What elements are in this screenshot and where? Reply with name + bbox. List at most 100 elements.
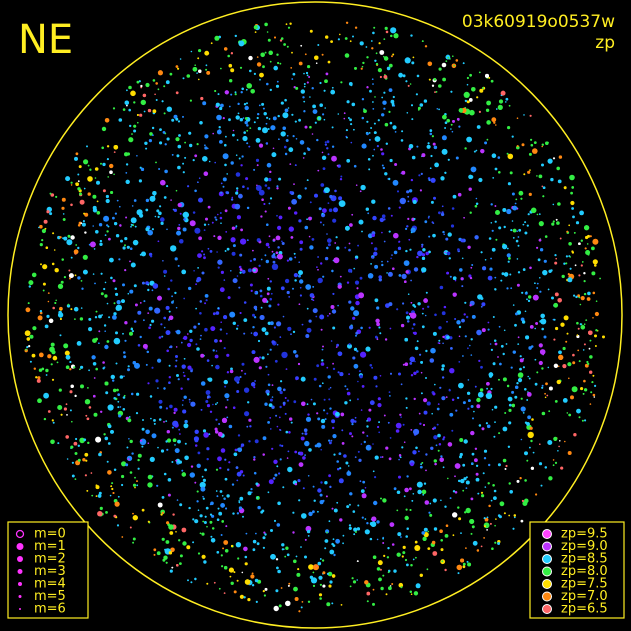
star [369, 400, 375, 406]
star [281, 240, 283, 243]
star [223, 497, 226, 500]
star [497, 104, 503, 110]
star [382, 542, 385, 544]
star [529, 446, 531, 449]
star [54, 302, 57, 304]
star [54, 268, 59, 273]
star [196, 347, 200, 351]
star [412, 331, 415, 334]
star [406, 225, 409, 228]
star [304, 555, 307, 559]
star [329, 407, 332, 410]
star [142, 343, 148, 349]
star [65, 176, 71, 182]
star [305, 525, 312, 532]
star [38, 368, 43, 372]
star [226, 416, 229, 419]
star [163, 112, 166, 115]
star [486, 138, 489, 141]
star [63, 407, 67, 411]
star [592, 317, 594, 319]
star [365, 207, 369, 211]
star [383, 56, 389, 61]
star [251, 572, 254, 575]
star [242, 117, 245, 119]
star [288, 147, 294, 153]
star [411, 500, 414, 502]
zp-label: zp=7.5 [561, 577, 608, 592]
star [560, 322, 565, 327]
star [98, 342, 100, 345]
star [406, 475, 409, 478]
star [361, 143, 367, 149]
star [582, 349, 585, 351]
star [536, 287, 539, 289]
star [401, 273, 407, 279]
star [461, 257, 464, 260]
star [550, 269, 553, 272]
star [184, 156, 187, 159]
star [419, 573, 423, 577]
star [184, 442, 187, 445]
star [239, 375, 242, 379]
star [319, 103, 324, 107]
star [498, 99, 504, 104]
star [203, 229, 206, 232]
star [374, 59, 377, 62]
star [182, 171, 185, 174]
star [378, 42, 381, 45]
star [407, 84, 410, 87]
star [39, 311, 43, 315]
star [494, 276, 497, 279]
star [65, 354, 71, 360]
star [328, 520, 331, 523]
star [247, 401, 250, 404]
star [474, 385, 477, 388]
star [238, 286, 241, 289]
star [541, 384, 544, 387]
star [195, 307, 198, 310]
star [285, 430, 289, 434]
star [203, 432, 209, 438]
star [164, 548, 167, 551]
star [541, 163, 544, 167]
star [135, 303, 138, 307]
star [356, 560, 359, 562]
star [371, 47, 374, 50]
star [132, 537, 136, 541]
star [328, 208, 333, 212]
star [376, 306, 380, 310]
star [292, 330, 296, 334]
star [384, 26, 388, 30]
star [219, 287, 225, 293]
star [268, 304, 272, 308]
star [516, 258, 519, 260]
star [129, 526, 132, 529]
star [249, 127, 252, 129]
star [216, 251, 218, 253]
star [294, 450, 298, 454]
star [122, 396, 126, 399]
star [90, 241, 96, 248]
star [326, 412, 329, 415]
star [366, 600, 369, 603]
star [143, 110, 146, 113]
star [383, 240, 386, 243]
star [445, 524, 449, 527]
star [109, 257, 114, 263]
star [122, 408, 126, 411]
star [207, 223, 210, 226]
star [377, 425, 380, 429]
star [137, 458, 140, 462]
star [506, 208, 512, 215]
star [372, 588, 375, 591]
star [294, 164, 297, 167]
star [166, 137, 170, 141]
star [566, 332, 569, 335]
star [488, 372, 494, 377]
star [133, 320, 137, 323]
star [312, 104, 316, 109]
star [237, 324, 239, 327]
star [236, 275, 239, 277]
star [476, 464, 479, 467]
